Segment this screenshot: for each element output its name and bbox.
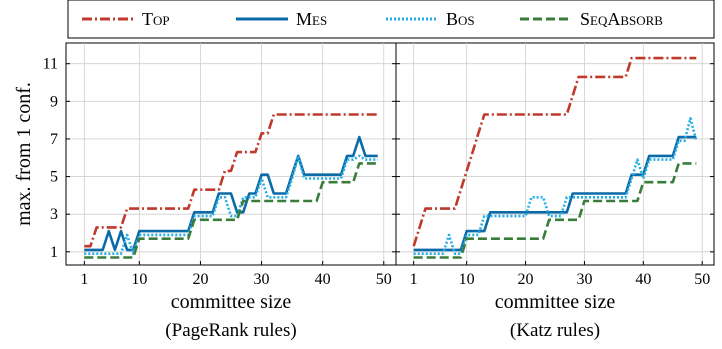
series-line-seqabsorb — [413, 162, 697, 259]
series-line-top — [412, 56, 697, 247]
legend-label-top: Top — [142, 9, 170, 29]
x-tick-label: 10 — [459, 271, 475, 288]
x-tick-label: 20 — [518, 271, 534, 288]
x-axis-label: committee size — [495, 291, 616, 313]
series-line-seqabsorb — [84, 162, 378, 259]
ticks: 1 10 20 30 40 50 1 3 5 7 9 11 — [43, 56, 396, 288]
y-tick-label: 1 — [50, 244, 58, 261]
x-axis-label: committee size — [171, 291, 292, 313]
x-tick-label: 40 — [315, 271, 331, 288]
x-tick-label: 10 — [131, 271, 147, 288]
y-tick-label: 9 — [50, 93, 58, 110]
legend: Top Mes Bos SeqAbsorb — [67, 0, 715, 39]
panel-caption: (PageRank rules) — [165, 320, 296, 341]
chart-panel-katz: 1 10 20 30 40 50 committee size (Katz rules) — [395, 42, 715, 341]
series — [412, 56, 698, 259]
legend-label-seqabsorb: SeqAbsorb — [580, 9, 663, 29]
x-tick-label: 50 — [694, 271, 710, 288]
y-tick-label: 3 — [50, 206, 58, 223]
x-tick-label: 30 — [576, 271, 592, 288]
x-tick-label: 1 — [410, 271, 418, 288]
legend-label-mes: Mes — [296, 9, 327, 29]
legend-label-bos: Bos — [446, 9, 475, 29]
y-axis-label: max. from 1 conf. — [13, 82, 35, 226]
series — [84, 113, 378, 259]
series-line-top — [84, 113, 378, 248]
y-tick-label: 5 — [50, 169, 58, 186]
series-line-bos — [413, 117, 698, 255]
x-tick-label: 20 — [192, 271, 208, 288]
grid — [66, 43, 396, 265]
x-tick-label: 30 — [254, 271, 270, 288]
plot-frame — [65, 42, 397, 266]
panel-caption: (Katz rules) — [510, 320, 600, 341]
grid — [396, 43, 714, 265]
x-tick-label: 40 — [635, 271, 651, 288]
chart-panel-pagerank: 1 10 20 30 40 50 1 3 5 7 9 11 committee size (PageR… — [43, 42, 397, 341]
plot-frame — [395, 42, 715, 266]
series-line-mes — [84, 135, 378, 252]
y-tick-label: 7 — [50, 131, 58, 148]
x-tick-label: 50 — [376, 271, 392, 288]
x-tick-label: 1 — [80, 271, 88, 288]
series-line-mes — [413, 135, 697, 252]
ticks: 1 10 20 30 40 50 — [396, 63, 714, 288]
y-tick-label: 11 — [43, 56, 58, 73]
